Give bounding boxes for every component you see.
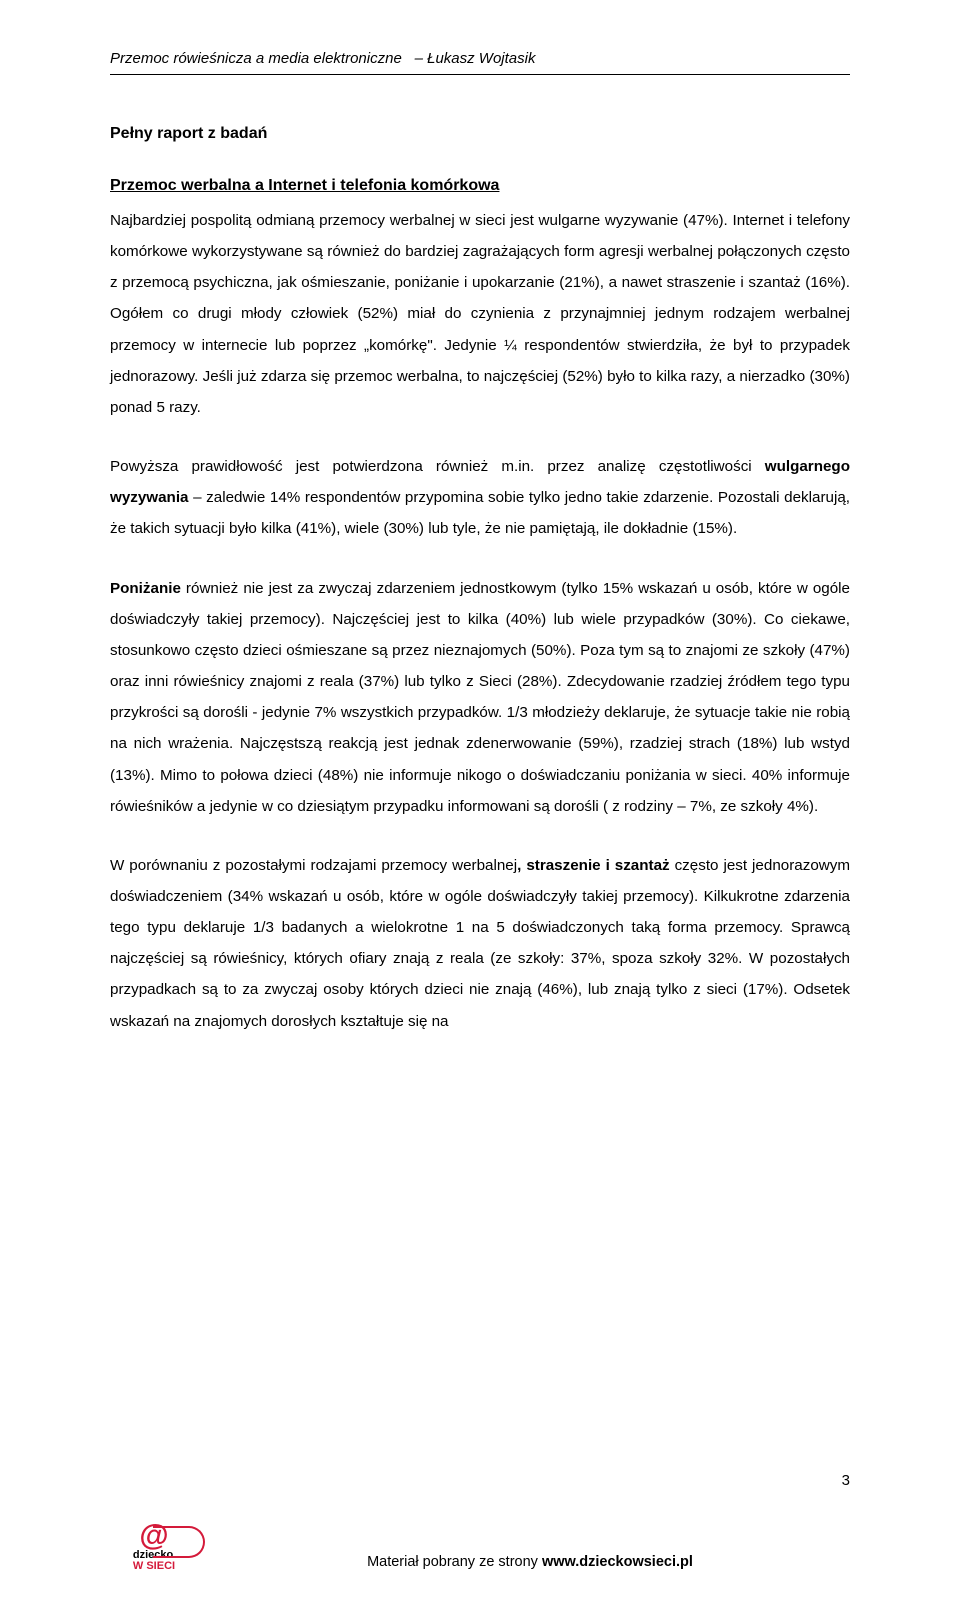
p2-text-c: – zaledwie 14% respondentów przypomina s… [110, 489, 850, 537]
header-title: Przemoc rówieśnicza a media elektroniczn… [110, 50, 402, 67]
logo-line2: W SIECI [133, 1560, 175, 1572]
paragraph-3: Poniżanie również nie jest za zwyczaj zd… [110, 573, 850, 822]
logo-icon: @ dziecko W SIECI [110, 1520, 198, 1576]
logo-at-symbol: @ [139, 1524, 168, 1548]
header-author: – Łukasz Wojtasik [406, 50, 535, 67]
paragraph-1: Najbardziej pospolitą odmianą przemocy w… [110, 205, 850, 423]
footer-line: @ dziecko W SIECI Materiał pobrany ze st… [110, 1520, 850, 1576]
footer-text: Materiał pobrany ze strony [367, 1554, 542, 1570]
p4-bold: , straszenie i szantaż [517, 857, 670, 874]
p4-text-c: często jest jednorazowym doświadczeniem … [110, 857, 850, 1030]
p4-text-a: W porównaniu z pozostałymi rodzajami prz… [110, 857, 517, 874]
header-rule [110, 74, 850, 75]
report-title: Pełny raport z badań [110, 125, 850, 143]
p3-bold: Poniżanie [110, 580, 181, 597]
p2-text-a: Powyższa prawidłowość jest potwierdzona … [110, 458, 765, 475]
page-number: 3 [842, 1472, 850, 1489]
page-footer: 3 @ dziecko W SIECI Materiał pobrany ze … [110, 1520, 850, 1576]
running-header: Przemoc rówieśnicza a media elektroniczn… [110, 50, 850, 68]
p3-text-b: również nie jest za zwyczaj zdarzeniem j… [110, 580, 850, 815]
footer-url: www.dzieckowsieci.pl [542, 1554, 693, 1570]
paragraph-4: W porównaniu z pozostałymi rodzajami prz… [110, 850, 850, 1037]
footer-source: Materiał pobrany ze strony www.dzieckows… [210, 1554, 850, 1576]
section-subtitle: Przemoc werbalna a Internet i telefonia … [110, 177, 850, 195]
page: Przemoc rówieśnicza a media elektroniczn… [0, 0, 960, 1616]
paragraph-2: Powyższa prawidłowość jest potwierdzona … [110, 451, 850, 544]
